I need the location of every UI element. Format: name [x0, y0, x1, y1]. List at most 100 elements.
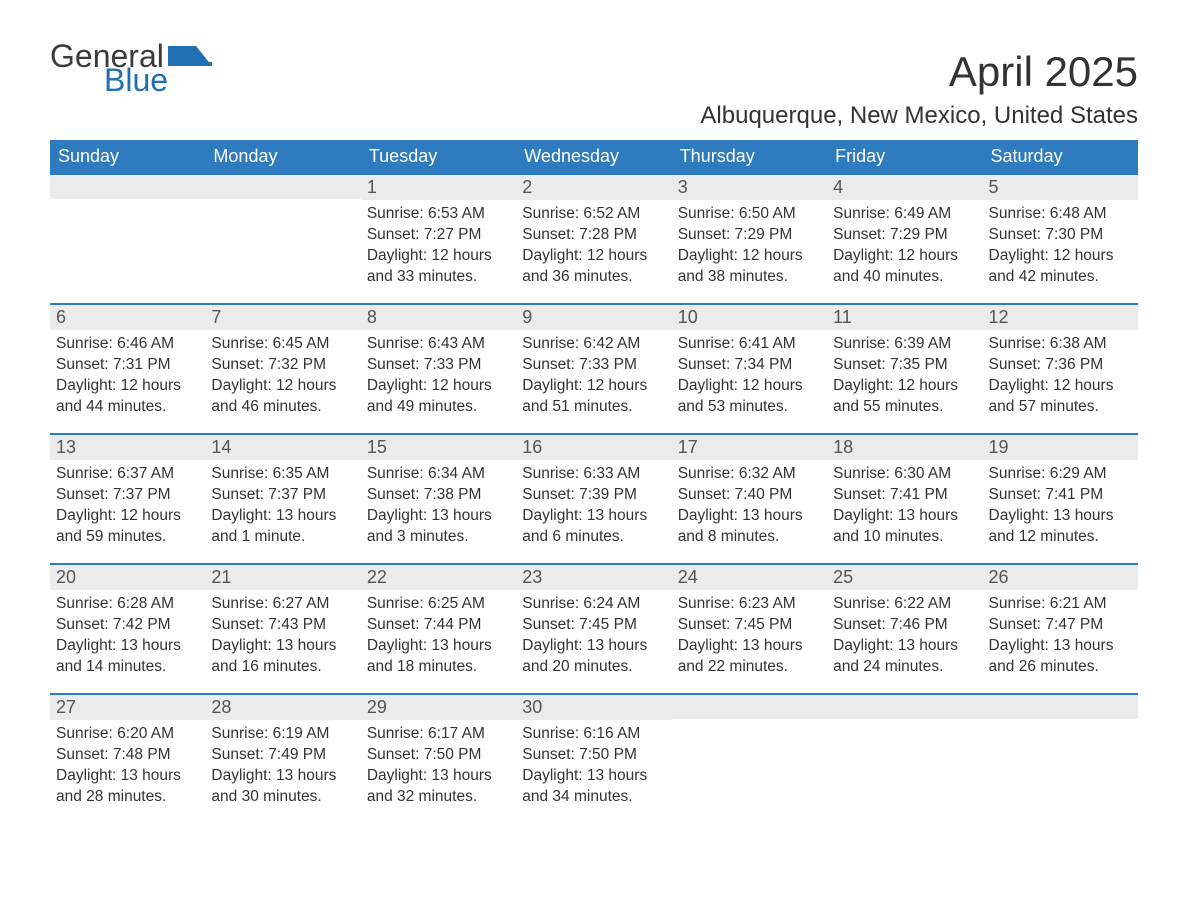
day-number: 17: [672, 435, 827, 460]
sunset-line: Sunset: 7:37 PM: [211, 485, 354, 506]
day-number: 29: [361, 695, 516, 720]
daylight-line: Daylight: 12 hours and 59 minutes.: [56, 506, 199, 548]
sunrise-line: Sunrise: 6:49 AM: [833, 204, 976, 225]
calendar-day-cell: 20Sunrise: 6:28 AMSunset: 7:42 PMDayligh…: [50, 563, 205, 693]
calendar-day-cell: 21Sunrise: 6:27 AMSunset: 7:43 PMDayligh…: [205, 563, 360, 693]
sunset-line: Sunset: 7:29 PM: [833, 225, 976, 246]
daylight-line: Daylight: 12 hours and 53 minutes.: [678, 376, 821, 418]
calendar-day-cell: 1Sunrise: 6:53 AMSunset: 7:27 PMDaylight…: [361, 173, 516, 303]
sunset-line: Sunset: 7:31 PM: [56, 355, 199, 376]
sunrise-line: Sunrise: 6:42 AM: [522, 334, 665, 355]
calendar-day-cell: 24Sunrise: 6:23 AMSunset: 7:45 PMDayligh…: [672, 563, 827, 693]
daylight-line: Daylight: 13 hours and 14 minutes.: [56, 636, 199, 678]
day-number: 18: [827, 435, 982, 460]
calendar-day-cell: 18Sunrise: 6:30 AMSunset: 7:41 PMDayligh…: [827, 433, 982, 563]
daylight-line: Daylight: 13 hours and 8 minutes.: [678, 506, 821, 548]
calendar-day-cell: 15Sunrise: 6:34 AMSunset: 7:38 PMDayligh…: [361, 433, 516, 563]
sunrise-line: Sunrise: 6:17 AM: [367, 724, 510, 745]
sunrise-line: Sunrise: 6:52 AM: [522, 204, 665, 225]
daylight-line: Daylight: 13 hours and 30 minutes.: [211, 766, 354, 808]
sunset-line: Sunset: 7:32 PM: [211, 355, 354, 376]
sunrise-line: Sunrise: 6:16 AM: [522, 724, 665, 745]
day-header-row: SundayMondayTuesdayWednesdayThursdayFrid…: [50, 140, 1138, 173]
sunset-line: Sunset: 7:41 PM: [833, 485, 976, 506]
day-header: Monday: [205, 140, 360, 173]
calendar-day-cell: 13 Sunrise: 6:37 AMSunset: 7:37 PMDayligh…: [50, 433, 205, 563]
day-details: Sunrise: 6:29 AMSunset: 7:41 PMDaylight:…: [983, 460, 1138, 548]
sunset-line: Sunset: 7:47 PM: [989, 615, 1132, 636]
day-number: 30: [516, 695, 671, 720]
daylight-line: Daylight: 13 hours and 24 minutes.: [833, 636, 976, 678]
day-details: Sunrise: 6:35 AMSunset: 7:37 PMDaylight:…: [205, 460, 360, 548]
sunrise-line: Sunrise: 6:37 AM: [56, 464, 199, 485]
empty-band: [827, 693, 982, 719]
sunset-line: Sunset: 7:33 PM: [367, 355, 510, 376]
calendar-week-row: 6Sunrise: 6:46 AMSunset: 7:31 PMDaylight…: [50, 303, 1138, 433]
day-number: 22: [361, 565, 516, 590]
calendar-week-row: 1Sunrise: 6:53 AMSunset: 7:27 PMDaylight…: [50, 173, 1138, 303]
sunset-line: Sunset: 7:30 PM: [989, 225, 1132, 246]
sunrise-line: Sunrise: 6:48 AM: [989, 204, 1132, 225]
sunset-line: Sunset: 7:36 PM: [989, 355, 1132, 376]
sunset-line: Sunset: 7:37 PM: [56, 485, 199, 506]
sunset-line: Sunset: 7:33 PM: [522, 355, 665, 376]
calendar-empty-cell: [205, 173, 360, 303]
calendar-week-row: 13Sunrise: 6:37 AMSunset: 7:37 PMDayligh…: [50, 433, 1138, 563]
daylight-line: Daylight: 13 hours and 1 minute.: [211, 506, 354, 548]
daylight-line: Daylight: 12 hours and 46 minutes.: [211, 376, 354, 418]
sunset-line: Sunset: 7:40 PM: [678, 485, 821, 506]
sunset-line: Sunset: 7:49 PM: [211, 745, 354, 766]
day-details: Sunrise: 6:41 AMSunset: 7:34 PMDaylight:…: [672, 330, 827, 418]
calendar-empty-cell: [983, 693, 1138, 823]
day-details: Sunrise: 6:48 AMSunset: 7:30 PMDaylight:…: [983, 200, 1138, 288]
daylight-line: Daylight: 12 hours and 40 minutes.: [833, 246, 976, 288]
day-details: Sunrise: 6:17 AMSunset: 7:50 PMDaylight:…: [361, 720, 516, 808]
location-label: Albuquerque, New Mexico, United States: [50, 102, 1138, 130]
sunrise-line: Sunrise: 6:29 AM: [989, 464, 1132, 485]
calendar-day-cell: 2Sunrise: 6:52 AMSunset: 7:28 PMDaylight…: [516, 173, 671, 303]
day-number: 4: [827, 175, 982, 200]
sunrise-line: Sunrise: 6:38 AM: [989, 334, 1132, 355]
calendar-week-row: 27Sunrise: 6:20 AMSunset: 7:48 PMDayligh…: [50, 693, 1138, 823]
sunrise-line: Sunrise: 6:30 AM: [833, 464, 976, 485]
day-number: 9: [516, 305, 671, 330]
sunrise-line: Sunrise: 6:21 AM: [989, 594, 1132, 615]
sunset-line: Sunset: 7:42 PM: [56, 615, 199, 636]
header: General Blue April 2025: [50, 40, 1138, 96]
day-details: Sunrise: 6:19 AMSunset: 7:49 PMDaylight:…: [205, 720, 360, 808]
sunset-line: Sunset: 7:45 PM: [522, 615, 665, 636]
sunrise-line: Sunrise: 6:50 AM: [678, 204, 821, 225]
day-details: Sunrise: 6:20 AMSunset: 7:48 PMDaylight:…: [50, 720, 205, 808]
sunset-line: Sunset: 7:28 PM: [522, 225, 665, 246]
sunrise-line: Sunrise: 6:35 AM: [211, 464, 354, 485]
day-number: 10: [672, 305, 827, 330]
day-number: 13: [50, 435, 205, 460]
day-details: Sunrise: 6:49 AMSunset: 7:29 PMDaylight:…: [827, 200, 982, 288]
daylight-line: Daylight: 12 hours and 38 minutes.: [678, 246, 821, 288]
day-details: Sunrise: 6:38 AMSunset: 7:36 PMDaylight:…: [983, 330, 1138, 418]
day-number: 15: [361, 435, 516, 460]
daylight-line: Daylight: 12 hours and 42 minutes.: [989, 246, 1132, 288]
daylight-line: Daylight: 12 hours and 55 minutes.: [833, 376, 976, 418]
daylight-line: Daylight: 12 hours and 57 minutes.: [989, 376, 1132, 418]
calendar-day-cell: 14Sunrise: 6:35 AMSunset: 7:37 PMDayligh…: [205, 433, 360, 563]
day-details: Sunrise: 6:34 AMSunset: 7:38 PMDaylight:…: [361, 460, 516, 548]
day-number: 8: [361, 305, 516, 330]
daylight-line: Daylight: 13 hours and 20 minutes.: [522, 636, 665, 678]
calendar-day-cell: 22Sunrise: 6:25 AMSunset: 7:44 PMDayligh…: [361, 563, 516, 693]
day-number: 23: [516, 565, 671, 590]
day-details: Sunrise: 6:50 AMSunset: 7:29 PMDaylight:…: [672, 200, 827, 288]
day-header: Sunday: [50, 140, 205, 173]
sunrise-line: Sunrise: 6:41 AM: [678, 334, 821, 355]
sunrise-line: Sunrise: 6:46 AM: [56, 334, 199, 355]
calendar-day-cell: 11Sunrise: 6:39 AMSunset: 7:35 PMDayligh…: [827, 303, 982, 433]
day-details: Sunrise: 6:22 AMSunset: 7:46 PMDaylight:…: [827, 590, 982, 678]
month-title: April 2025: [949, 48, 1138, 96]
day-number: 7: [205, 305, 360, 330]
day-details: Sunrise: 6:39 AMSunset: 7:35 PMDaylight:…: [827, 330, 982, 418]
day-number: 2: [516, 175, 671, 200]
day-header: Wednesday: [516, 140, 671, 173]
day-number: 25: [827, 565, 982, 590]
sunrise-line: Sunrise: 6:43 AM: [367, 334, 510, 355]
sunset-line: Sunset: 7:29 PM: [678, 225, 821, 246]
